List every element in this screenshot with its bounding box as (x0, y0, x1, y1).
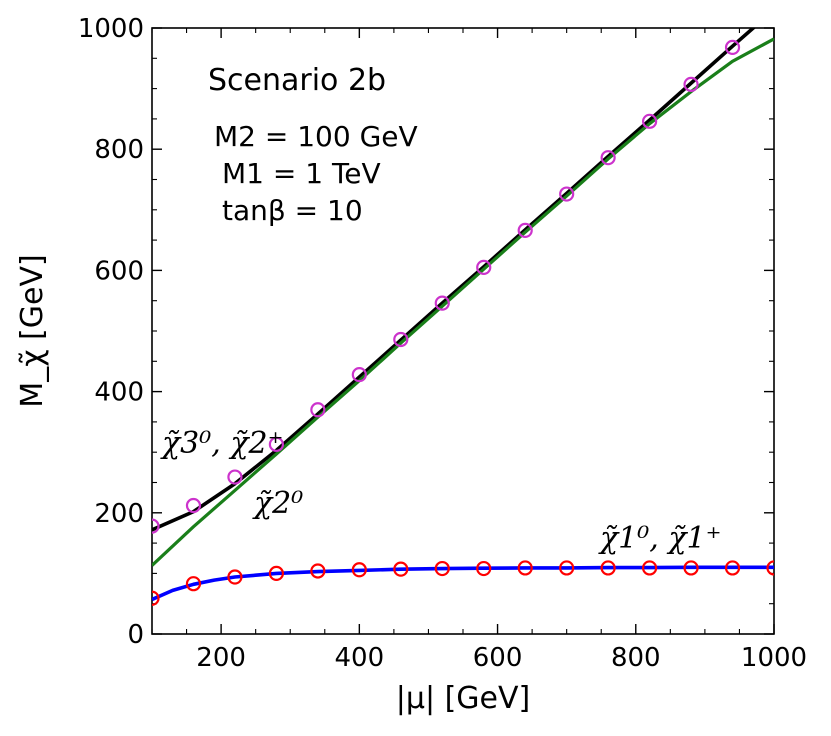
chart-title: Scenario 2b (208, 63, 386, 98)
y-tick-label: 1000 (78, 14, 144, 44)
heavy-marker (724, 39, 741, 55)
heavy-marker (517, 222, 533, 239)
heavy-marker (600, 150, 616, 166)
heavy-marker (683, 76, 699, 92)
light-marker (683, 560, 699, 576)
heavy-marker (268, 436, 284, 452)
y-axis-label: M_χ̃ [GeV] (15, 254, 50, 407)
light-marker (476, 560, 492, 577)
light-marker (766, 560, 774, 576)
annotation-tanbeta: tanβ = 10 (222, 194, 363, 227)
light-marker (724, 560, 741, 576)
light-marker (641, 560, 658, 576)
heavy-marker (185, 497, 202, 514)
label-chi3-chi2plus: χ̃3⁰, χ̃2⁺ (160, 426, 283, 461)
heavy-marker (641, 113, 658, 129)
curves (152, 28, 774, 602)
y-tick-label: 400 (94, 378, 144, 408)
heavy-marker (559, 186, 575, 202)
curve-chi3-chi2plus (152, 28, 756, 532)
x-axis-label: |μ| [GeV] (396, 681, 530, 716)
label-chi1-chi1plus: χ̃1⁰, χ̃1⁺ (598, 521, 721, 556)
x-tick-label: 400 (335, 643, 385, 673)
x-tick-label: 800 (611, 643, 661, 673)
heavy-marker (351, 367, 367, 383)
heavy-marker (434, 295, 450, 311)
light-marker (185, 576, 202, 592)
annotation-m1: M1 = 1 TeV (222, 157, 381, 190)
curve-chi1-chi1plus (152, 565, 774, 602)
ticks: 200 400 600 800 1000 0 200 400 600 800 1000 (78, 14, 807, 673)
label-chi2: χ̃2⁰ (252, 486, 303, 521)
light-marker (517, 560, 533, 576)
light-marker (351, 562, 367, 578)
light-marker (434, 560, 450, 577)
light-marker (152, 590, 160, 606)
x-tick-label: 1000 (741, 643, 807, 673)
y-tick-label: 200 (94, 499, 144, 529)
heavy-marker (152, 518, 160, 534)
light-marker (227, 569, 243, 585)
heavy-marker (393, 331, 409, 348)
heavy-marker (227, 469, 243, 485)
light-marker (393, 561, 409, 577)
y-tick-label: 600 (94, 256, 144, 286)
x-tick-label: 600 (473, 643, 523, 673)
y-tick-label: 800 (94, 135, 144, 165)
y-tick-label: 0 (127, 620, 144, 650)
annotation-m2: M2 = 100 GeV (214, 120, 418, 153)
curve-chi2 (152, 37, 774, 567)
light-marker (559, 560, 575, 576)
light-marker (268, 565, 284, 582)
markers (152, 39, 774, 606)
heavy-marker (476, 259, 492, 275)
x-tick-label: 200 (196, 643, 246, 673)
heavy-marker (310, 402, 326, 418)
light-marker (310, 563, 326, 579)
light-marker (600, 560, 616, 576)
